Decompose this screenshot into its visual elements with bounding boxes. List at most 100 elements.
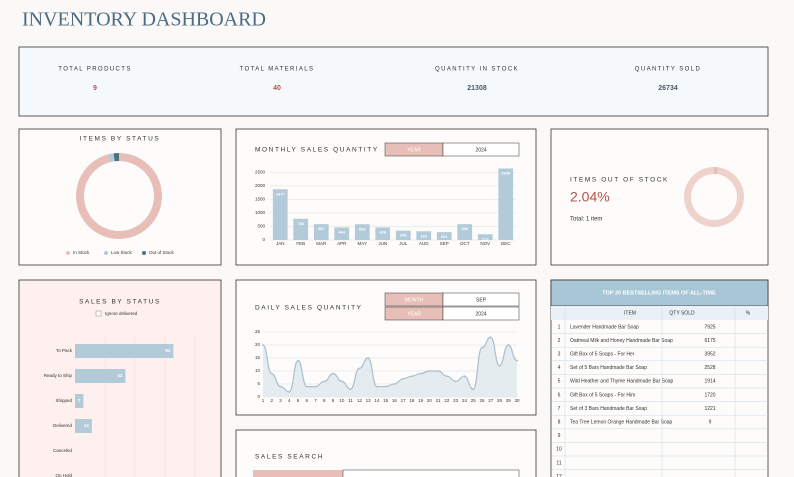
point — [481, 346, 483, 349]
legend-dot — [142, 251, 146, 255]
bar-value-label: 1877 — [276, 191, 286, 196]
bar-value-label: 2646 — [501, 171, 511, 176]
y-tick-label: 1000 — [255, 210, 266, 215]
filter-label: MONTH — [405, 297, 424, 303]
panel-title: ITEMS BY STATUS — [80, 136, 161, 143]
filter-value-bg[interactable] — [442, 306, 520, 321]
search-filter[interactable] — [253, 470, 343, 477]
x-tick-label: 1 — [262, 398, 265, 403]
panel-title: ITEMS OUT OF STOCK — [570, 177, 669, 184]
table-cell: Oatmeal Milk and Honey Handmade Bar Soap — [570, 338, 673, 344]
table-cell: 7925 — [704, 324, 715, 330]
y-tick-label: 5 — [257, 381, 260, 386]
x-tick-label: FEB — [296, 241, 305, 246]
kpi-value: 26734 — [658, 85, 678, 92]
point — [288, 390, 291, 393]
x-tick-label: 5 — [297, 398, 300, 403]
table-cell: 3 — [558, 352, 561, 358]
point — [314, 385, 317, 388]
x-tick-label: 7 — [314, 398, 317, 403]
y-tick-label: 10 — [255, 368, 261, 373]
x-tick-label: 9 — [332, 398, 335, 403]
x-tick-label: JUL — [399, 241, 407, 246]
table-cell: 2 — [558, 338, 561, 344]
kpi-label: QUANTITY IN STOCK — [435, 67, 519, 73]
legend-label: Out of Stock — [149, 250, 175, 255]
point — [393, 383, 396, 385]
point — [323, 380, 326, 383]
point — [279, 385, 282, 388]
point — [349, 388, 352, 391]
bar-value-label: 583 — [359, 226, 366, 231]
x-tick-label: 10 — [339, 398, 345, 403]
column-header: ITEM — [624, 310, 636, 316]
search-input[interactable] — [342, 469, 520, 477]
x-tick-label: 28 — [497, 398, 503, 403]
y-tick-label: 2000 — [255, 183, 266, 188]
category-label: Delivered — [53, 423, 73, 428]
kpi-value: 40 — [273, 85, 281, 92]
filter-value: SEP — [476, 297, 487, 303]
bar-value-label: 14 — [84, 423, 90, 428]
category-label: Ready to Ship — [44, 373, 73, 378]
x-tick-label: 17 — [401, 398, 407, 403]
category-label: On Hold — [55, 473, 72, 477]
table-cell: 1914 — [704, 379, 715, 385]
table-cell: 1720 — [704, 392, 715, 398]
table-cell: 12 — [556, 474, 562, 477]
x-tick-label: 13 — [366, 398, 372, 403]
panel-title: SALES BY STATUS — [79, 299, 161, 306]
x-tick-label: 24 — [462, 398, 468, 403]
table-cell: 6175 — [704, 338, 715, 344]
bar-value-label: 464 — [338, 230, 345, 235]
point — [410, 375, 413, 378]
x-tick-label: 12 — [357, 398, 363, 403]
panel — [18, 128, 222, 266]
bar — [416, 231, 432, 240]
legend-dot — [104, 251, 108, 255]
x-tick-label: 30 — [514, 398, 520, 403]
bar — [395, 230, 411, 240]
table-cell: 3952 — [704, 352, 715, 358]
bar — [75, 419, 92, 433]
kpi-panel — [18, 46, 769, 117]
table-header-bg — [550, 279, 769, 307]
y-tick-label: 2500 — [255, 170, 266, 175]
point — [507, 344, 510, 346]
point — [340, 380, 343, 383]
bar — [477, 234, 493, 240]
bar-value-label: 213 — [482, 236, 489, 241]
x-tick-label: 29 — [506, 398, 512, 403]
x-tick-label: MAR — [316, 241, 327, 246]
bar-value-label: 586 — [461, 226, 468, 231]
bar — [272, 189, 288, 240]
point — [428, 370, 431, 372]
panel-title: MONTHLY SALES QUANTITY — [255, 147, 379, 154]
bar-value-label: 291 — [441, 234, 448, 239]
filter-value-bg[interactable] — [442, 292, 520, 307]
bar — [354, 224, 370, 240]
kpi-label: TOTAL PRODUCTS — [58, 67, 132, 73]
line — [262, 336, 518, 393]
legend-label: Low Stock — [111, 250, 133, 255]
panel-title: DAILY SALES QUANTITY — [255, 305, 363, 312]
filter-value-bg[interactable] — [442, 142, 520, 157]
x-tick-label: 25 — [471, 398, 477, 403]
bar — [375, 227, 391, 240]
column-header: QTY SOLD — [669, 310, 695, 316]
filter-value: 2024 — [475, 147, 486, 153]
bar-value-label: 7 — [78, 398, 81, 403]
x-tick-label: 26 — [479, 398, 485, 403]
bar — [75, 394, 84, 408]
point — [305, 385, 308, 388]
checkbox[interactable] — [95, 310, 102, 317]
y-tick-label: 0 — [262, 237, 265, 242]
point — [297, 359, 299, 362]
point — [419, 372, 422, 375]
x-tick-label: 23 — [453, 398, 459, 403]
kpi-label: QUANTITY SOLD — [635, 67, 701, 73]
category-label: To Pack — [56, 348, 73, 353]
bar — [457, 224, 473, 240]
gauge-value: 2.04% — [570, 189, 610, 205]
